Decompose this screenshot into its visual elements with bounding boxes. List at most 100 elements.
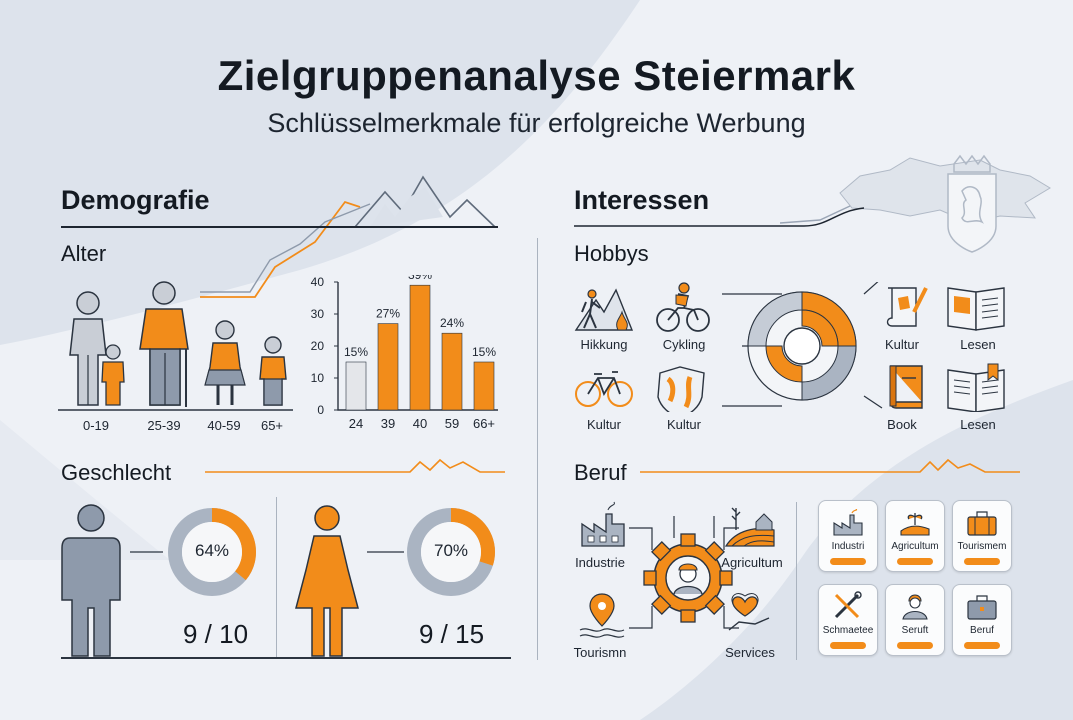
suitcase-icon	[967, 511, 997, 536]
cyclist-icon	[656, 282, 710, 332]
x-category-label: 40	[413, 416, 427, 431]
card-label: Tourismem	[957, 541, 1007, 552]
y-tick-label: 10	[311, 371, 325, 385]
bookmarked-book-icon	[947, 363, 1005, 412]
bar-data-label: 24%	[440, 316, 464, 330]
y-tick-label: 20	[311, 339, 325, 353]
open-book-icon	[947, 287, 1005, 331]
male-donut-chart	[130, 508, 256, 596]
location-waves-icon	[579, 593, 625, 638]
female-ratio: 9 / 15	[419, 619, 485, 649]
culture-shield-icon	[657, 366, 705, 412]
hobby-label: Hikkung	[580, 337, 628, 352]
crest-icon	[947, 154, 997, 253]
card-bar	[830, 558, 866, 565]
card-bar	[897, 558, 933, 565]
farm-icon	[724, 507, 775, 547]
closed-book-icon	[889, 365, 923, 409]
card-bar	[964, 642, 1000, 649]
bar-data-label: 27%	[376, 307, 400, 321]
worker-icon	[902, 594, 928, 620]
hobby-label: Book	[887, 417, 917, 432]
card-bar	[830, 642, 866, 649]
beruf-card-tourismem: Tourismem	[952, 500, 1012, 572]
female-donut-chart	[367, 508, 495, 596]
hobby-label: Kultur	[667, 417, 701, 432]
page-subtitle: Schlüsselmerkmale für erfolgreiche Werbu…	[267, 108, 806, 138]
beruf-hub-label: Industrie	[575, 555, 625, 570]
divider	[61, 226, 498, 228]
bar	[377, 323, 399, 411]
hobby-label: Lesen	[960, 337, 996, 352]
scroll-quill-icon	[886, 287, 928, 327]
y-tick-label: 0	[317, 403, 324, 417]
factory-icon	[581, 501, 625, 547]
boy-person-icon	[259, 336, 287, 406]
x-category-label: 24	[349, 416, 363, 431]
bar	[409, 284, 431, 411]
beruf-hub-label: Agricultum	[721, 555, 783, 570]
subheading-alter: Alter	[61, 241, 107, 266]
card-label: Agricultum	[891, 541, 939, 552]
plant-hand-icon	[900, 513, 930, 536]
age-bar-chart: 0 10 20 30 40 15% 24 27% 39 39% 40 24% 59 15% 66+	[311, 275, 498, 431]
elderly-person-icon	[139, 281, 189, 407]
section-heading-demografie: Demografie	[61, 185, 210, 215]
hobby-label: Cykling	[662, 337, 706, 352]
beruf-card-beruf: Beruf	[952, 584, 1012, 656]
card-label: Industri	[831, 541, 865, 552]
bar-data-label: 39%	[408, 275, 432, 282]
card-bar	[897, 642, 933, 649]
subheading-hobbys: Hobbys	[574, 241, 649, 266]
card-bar	[964, 558, 1000, 565]
subheading-geschlecht: Geschlecht	[61, 460, 172, 485]
bar	[441, 332, 463, 411]
beruf-divider	[796, 502, 797, 660]
hiking-icon	[574, 288, 634, 331]
x-category-label: 66+	[473, 416, 495, 431]
x-category-label: 59	[445, 416, 459, 431]
bicycle-icon	[575, 371, 633, 407]
adult-gray-person-icon	[69, 291, 107, 406]
card-label: Schmaetee	[822, 625, 874, 636]
beruf-hub-label: Tourismn	[573, 645, 627, 660]
y-tick-label: 30	[311, 307, 325, 321]
age-group-label: 25-39	[147, 418, 181, 433]
divider	[574, 207, 864, 227]
baseline	[61, 657, 511, 659]
hobby-radial-chart	[722, 282, 883, 409]
card-label: Seruft	[901, 625, 929, 636]
heart-hand-icon	[728, 593, 770, 631]
column-divider	[537, 238, 538, 660]
region-map-decoration	[780, 154, 1051, 253]
bar-data-label: 15%	[344, 345, 368, 359]
gender-divider	[276, 497, 277, 657]
factory-icon	[833, 509, 863, 536]
age-group-label: 0-19	[82, 418, 110, 433]
section-heading-interessen: Interessen	[574, 185, 710, 215]
briefcase-icon	[967, 595, 997, 620]
page-title: Zielgruppenanalyse Steiermark	[217, 52, 856, 99]
age-figures	[58, 281, 293, 411]
beruf-hub-diagram	[579, 501, 775, 638]
girl-person-icon	[204, 320, 246, 405]
hobby-icons	[574, 282, 1005, 412]
y-tick-label: 40	[311, 275, 325, 289]
divider-wave	[640, 458, 1020, 473]
card-label: Beruf	[970, 625, 994, 636]
beruf-card-agricultum: Agricultum	[885, 500, 945, 572]
tools-icon	[834, 591, 862, 619]
divider-wave	[205, 458, 505, 473]
mountain-trend-decoration	[200, 175, 496, 298]
beruf-card-industri: Industri	[818, 500, 878, 572]
female-percent: 70%	[433, 541, 469, 560]
hobby-label: Lesen	[960, 417, 996, 432]
x-category-label: 39	[381, 416, 395, 431]
bar	[473, 361, 495, 411]
male-figure-icon	[61, 504, 121, 657]
beruf-card-schmaetee: Schmaetee	[818, 584, 878, 656]
beruf-card-seruft: Seruft	[885, 584, 945, 656]
bar-data-label: 15%	[472, 345, 496, 359]
gear-worker-icon	[643, 533, 733, 623]
female-figure-icon	[295, 505, 359, 657]
